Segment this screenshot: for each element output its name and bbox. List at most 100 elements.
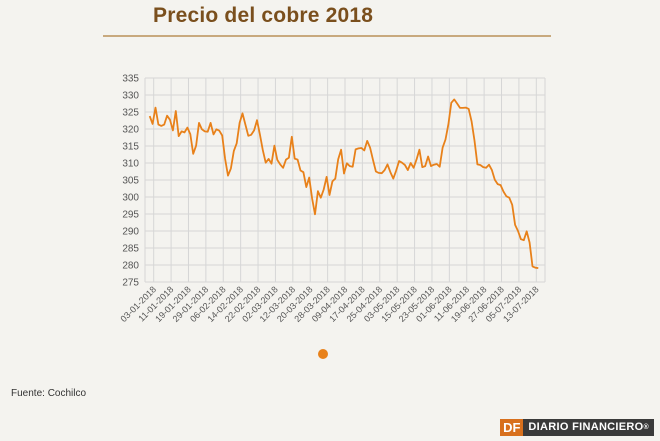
- data-point[interactable]: [374, 170, 377, 173]
- data-point[interactable]: [206, 130, 209, 133]
- data-point[interactable]: [224, 157, 227, 160]
- data-point[interactable]: [270, 162, 273, 165]
- data-point[interactable]: [171, 129, 174, 132]
- data-point[interactable]: [490, 169, 493, 172]
- data-point[interactable]: [168, 118, 171, 121]
- data-point[interactable]: [316, 190, 319, 193]
- data-point[interactable]: [395, 169, 398, 172]
- data-point[interactable]: [183, 131, 186, 134]
- data-point[interactable]: [508, 196, 511, 199]
- data-point[interactable]: [255, 119, 258, 122]
- data-point[interactable]: [412, 166, 415, 169]
- data-point[interactable]: [247, 134, 250, 137]
- data-point[interactable]: [290, 135, 293, 138]
- data-point[interactable]: [528, 241, 531, 244]
- data-point[interactable]: [186, 126, 189, 129]
- data-point[interactable]: [441, 146, 444, 149]
- data-point[interactable]: [325, 175, 328, 178]
- data-point[interactable]: [253, 129, 256, 132]
- data-point[interactable]: [383, 169, 386, 172]
- data-point[interactable]: [235, 142, 238, 145]
- data-point[interactable]: [195, 144, 198, 147]
- data-point[interactable]: [522, 239, 525, 242]
- data-point[interactable]: [287, 156, 290, 159]
- data-point[interactable]: [363, 149, 366, 152]
- data-point[interactable]: [432, 163, 435, 166]
- data-point[interactable]: [403, 163, 406, 166]
- data-point[interactable]: [476, 163, 479, 166]
- data-point[interactable]: [479, 163, 482, 166]
- data-point[interactable]: [351, 165, 354, 168]
- data-point[interactable]: [354, 148, 357, 151]
- data-point[interactable]: [226, 174, 229, 177]
- data-point[interactable]: [453, 98, 456, 101]
- data-point[interactable]: [313, 213, 316, 216]
- data-point[interactable]: [525, 230, 528, 233]
- data-point[interactable]: [337, 158, 340, 161]
- data-point[interactable]: [209, 121, 212, 124]
- data-point[interactable]: [258, 133, 261, 136]
- data-point[interactable]: [456, 102, 459, 105]
- data-point[interactable]: [340, 148, 343, 151]
- data-point[interactable]: [308, 176, 311, 179]
- data-point[interactable]: [299, 169, 302, 172]
- data-point[interactable]: [296, 158, 299, 161]
- legend-marker[interactable]: [318, 349, 328, 359]
- data-point[interactable]: [473, 139, 476, 142]
- data-point[interactable]: [502, 190, 505, 193]
- data-point[interactable]: [215, 128, 218, 131]
- data-point[interactable]: [305, 186, 308, 189]
- data-point[interactable]: [496, 183, 499, 186]
- data-point[interactable]: [342, 172, 345, 175]
- data-point[interactable]: [197, 121, 200, 124]
- data-point[interactable]: [366, 139, 369, 142]
- data-point[interactable]: [203, 130, 206, 133]
- data-point[interactable]: [154, 106, 157, 109]
- data-point[interactable]: [322, 188, 325, 191]
- data-point[interactable]: [371, 158, 374, 161]
- data-point[interactable]: [282, 166, 285, 169]
- data-point[interactable]: [302, 171, 305, 174]
- data-point[interactable]: [166, 114, 169, 117]
- data-point[interactable]: [427, 155, 430, 158]
- data-point[interactable]: [461, 106, 464, 109]
- data-point[interactable]: [398, 159, 401, 162]
- data-point[interactable]: [534, 266, 537, 269]
- data-point[interactable]: [482, 166, 485, 169]
- data-point[interactable]: [148, 115, 151, 118]
- data-point[interactable]: [241, 112, 244, 115]
- data-point[interactable]: [458, 106, 461, 109]
- data-point[interactable]: [400, 161, 403, 164]
- data-point[interactable]: [487, 163, 490, 166]
- data-point[interactable]: [519, 238, 522, 241]
- data-point[interactable]: [334, 177, 337, 180]
- data-point[interactable]: [537, 267, 540, 270]
- data-point[interactable]: [319, 196, 322, 199]
- data-point[interactable]: [435, 162, 438, 165]
- data-point[interactable]: [160, 124, 163, 127]
- data-point[interactable]: [293, 157, 296, 160]
- data-point[interactable]: [311, 197, 314, 200]
- data-point[interactable]: [174, 109, 177, 112]
- data-point[interactable]: [470, 120, 473, 123]
- data-point[interactable]: [180, 130, 183, 133]
- data-point[interactable]: [279, 163, 282, 166]
- data-point[interactable]: [511, 203, 514, 206]
- data-point[interactable]: [369, 146, 372, 149]
- data-point[interactable]: [415, 158, 418, 161]
- data-point[interactable]: [348, 165, 351, 168]
- data-point[interactable]: [380, 172, 383, 175]
- data-point[interactable]: [418, 148, 421, 151]
- data-point[interactable]: [189, 133, 192, 136]
- data-point[interactable]: [421, 166, 424, 169]
- data-point[interactable]: [267, 157, 270, 160]
- data-point[interactable]: [273, 144, 276, 147]
- data-point[interactable]: [516, 229, 519, 232]
- data-point[interactable]: [151, 122, 154, 125]
- data-point[interactable]: [250, 133, 253, 136]
- data-point[interactable]: [389, 171, 392, 174]
- data-point[interactable]: [261, 149, 264, 152]
- data-point[interactable]: [447, 123, 450, 126]
- data-point[interactable]: [328, 193, 331, 196]
- data-point[interactable]: [212, 133, 215, 136]
